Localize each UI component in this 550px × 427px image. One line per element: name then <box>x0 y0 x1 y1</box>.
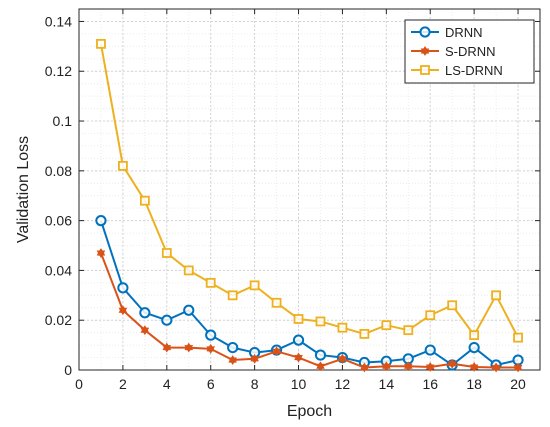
x-tick-label: 4 <box>163 376 171 392</box>
data-point <box>337 322 348 333</box>
y-tick-label: 0.08 <box>45 163 72 179</box>
data-point <box>118 160 128 171</box>
x-tick-label: 12 <box>335 376 351 392</box>
data-point <box>292 334 305 346</box>
data-point <box>447 300 458 311</box>
x-tick-label: 10 <box>291 376 307 392</box>
y-tick-label: 0.12 <box>45 63 72 79</box>
x-tick-label: 16 <box>422 376 438 392</box>
y-axis-label: Validation Loss <box>15 136 32 243</box>
data-point <box>140 325 150 336</box>
data-point <box>425 310 436 321</box>
data-point <box>424 344 436 356</box>
legend-entry: LS-DRNN <box>411 63 503 78</box>
series-line <box>100 252 519 369</box>
data-point <box>227 290 238 301</box>
data-point <box>271 297 282 308</box>
data-point <box>205 329 217 341</box>
x-tick-label: 18 <box>466 376 482 392</box>
legend-label: S-DRNN <box>445 44 496 59</box>
y-tick-label: 0 <box>64 362 72 378</box>
x-tick-label: 14 <box>379 376 395 392</box>
data-point <box>183 265 194 276</box>
data-point <box>513 332 523 343</box>
data-point <box>359 328 370 339</box>
data-point <box>403 325 414 336</box>
data-point <box>338 353 347 364</box>
data-point <box>404 361 413 372</box>
data-point <box>161 314 173 326</box>
series-ls-drnn <box>96 38 523 343</box>
data-point <box>162 342 172 353</box>
data-point <box>96 248 106 258</box>
data-point <box>206 343 215 354</box>
x-tick-label: 2 <box>119 376 127 392</box>
data-point <box>360 362 369 373</box>
y-tick-label: 0.04 <box>45 262 72 278</box>
legend-swatch-marker <box>419 26 431 38</box>
x-tick-label: 20 <box>510 376 526 392</box>
y-tick-label: 0.1 <box>53 113 73 129</box>
plot-frame <box>78 8 541 371</box>
data-point <box>117 282 129 294</box>
x-axis-label: Epoch <box>287 403 332 420</box>
data-point <box>118 305 128 316</box>
data-point <box>469 330 480 341</box>
data-point <box>228 355 237 365</box>
data-point <box>381 320 392 331</box>
legend-label: LS-DRNN <box>445 63 503 78</box>
y-tick-label: 0.02 <box>45 312 72 328</box>
data-point <box>161 248 172 258</box>
data-point <box>139 307 151 319</box>
data-point <box>183 304 195 316</box>
x-tick-label: 6 <box>207 376 215 392</box>
data-point <box>491 290 501 301</box>
series-line <box>99 220 519 367</box>
data-point <box>469 362 479 372</box>
y-tick-label: 0.06 <box>45 213 72 229</box>
data-point <box>95 215 107 227</box>
data-point <box>272 346 281 357</box>
series-line <box>99 43 519 339</box>
data-point <box>382 361 391 372</box>
data-point <box>314 349 327 361</box>
y-tick-label: 0.14 <box>45 13 72 29</box>
legend-label: DRNN <box>445 25 483 40</box>
data-point <box>513 362 523 373</box>
data-point <box>250 353 259 364</box>
legend-swatch-marker <box>420 65 430 75</box>
data-point <box>425 362 435 372</box>
data-point <box>249 280 260 291</box>
data-point <box>294 352 303 363</box>
data-point <box>293 314 304 324</box>
data-point <box>491 362 501 373</box>
legend-entry: S-DRNN <box>411 44 496 59</box>
series-s-drnn <box>96 248 523 373</box>
data-point <box>468 341 480 354</box>
data-point <box>227 341 239 354</box>
data-point <box>316 361 325 372</box>
data-point <box>205 277 216 288</box>
legend-swatch-marker <box>420 46 430 56</box>
legend: DRNN S-DRNN LS-DRNN <box>404 19 535 84</box>
x-tick-label: 8 <box>251 376 259 392</box>
legend-entry: DRNN <box>411 25 483 40</box>
series-group <box>95 38 524 373</box>
axis-ticks: 0 2 4 6 8 10 12 14 16 18 20 0 0.02 0.04 0.06 0.08 0.1 0.1… <box>45 9 540 392</box>
x-tick-label: 0 <box>75 376 83 392</box>
data-point <box>315 316 326 327</box>
data-point <box>139 195 150 206</box>
data-point <box>184 342 194 353</box>
data-point <box>447 358 457 369</box>
data-point <box>96 38 106 49</box>
